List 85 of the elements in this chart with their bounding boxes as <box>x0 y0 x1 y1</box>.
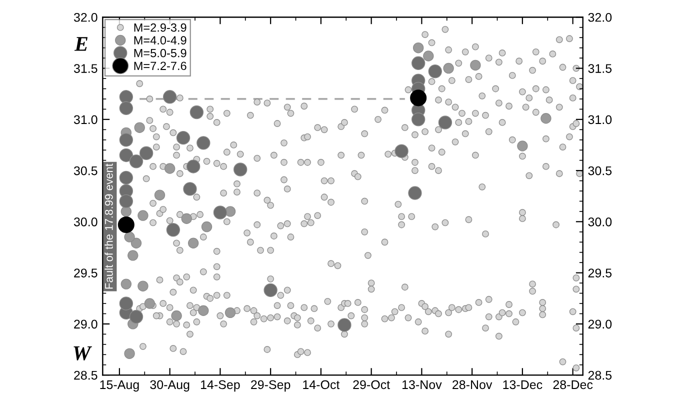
point <box>183 182 197 196</box>
x-tick-label: 15-Aug <box>100 380 139 392</box>
x-tick-label: 28-Nov <box>452 380 492 390</box>
y2-tick-label: 28.5 <box>588 370 612 380</box>
x-tick-label: 30-Aug <box>150 380 190 392</box>
point <box>201 221 212 232</box>
point <box>196 136 210 150</box>
point <box>138 210 148 221</box>
point <box>119 170 134 185</box>
point <box>124 348 135 359</box>
y-tick-label: 31.5 <box>74 64 98 73</box>
point <box>213 206 228 220</box>
legend-label: M=5.0-5.9 <box>134 48 186 58</box>
point <box>408 186 422 200</box>
y-tick-label: 29.5 <box>74 268 98 278</box>
point <box>181 213 192 224</box>
y2-tick-label: 30.5 <box>588 166 612 176</box>
point <box>188 238 199 249</box>
point <box>233 162 248 176</box>
legend-label: M=2.9-3.9 <box>134 23 186 32</box>
y-tick-label: 28.5 <box>74 370 98 380</box>
point <box>176 130 190 145</box>
text: W <box>74 346 92 360</box>
point <box>411 56 426 70</box>
text: E <box>74 37 88 51</box>
y2-tick-label: 31.5 <box>588 64 612 73</box>
y2-tick-label: 31.0 <box>588 115 612 124</box>
point <box>144 298 156 309</box>
point <box>129 154 144 168</box>
x-tick-label: 14-Oct <box>303 380 340 390</box>
point <box>186 160 200 174</box>
point <box>119 296 134 310</box>
y2-tick-label: 30.0 <box>588 217 612 226</box>
point <box>190 105 204 120</box>
point <box>411 112 426 126</box>
point <box>119 194 134 208</box>
point <box>166 222 180 237</box>
point <box>443 62 454 74</box>
y-tick-label: 30.5 <box>74 166 98 176</box>
point <box>164 163 176 174</box>
y2-tick-label: 32.0 <box>588 12 612 22</box>
y-tick-label: 29.0 <box>74 320 98 329</box>
y-tick-label: 30.0 <box>74 217 98 226</box>
point <box>124 232 135 242</box>
point <box>517 140 528 152</box>
point <box>120 278 132 290</box>
point <box>119 148 134 162</box>
point <box>119 90 134 104</box>
point <box>428 64 442 78</box>
point <box>540 113 552 124</box>
point <box>139 146 154 160</box>
point <box>134 122 145 133</box>
legend-label: M=7.2-7.6 <box>134 62 186 70</box>
point <box>129 310 144 324</box>
point <box>264 283 278 298</box>
x-tick-label: 29-Oct <box>353 380 390 390</box>
point <box>119 101 134 116</box>
point <box>119 133 134 147</box>
x-tick-label: 14-Sep <box>201 380 240 392</box>
point <box>118 216 134 234</box>
point <box>171 310 182 322</box>
point <box>224 307 236 318</box>
point <box>138 280 148 292</box>
point <box>412 42 424 54</box>
x-tick-label: 13-Dec <box>503 380 542 390</box>
point <box>338 318 352 332</box>
point <box>438 116 452 130</box>
point <box>154 190 166 200</box>
legend-label: M=4.0-4.9 <box>134 36 186 45</box>
x-tick-label: 29-Sep <box>251 380 290 392</box>
point <box>130 238 142 249</box>
y-tick-label: 31.0 <box>74 115 98 124</box>
point <box>128 250 138 261</box>
point <box>423 50 434 62</box>
point <box>162 90 177 104</box>
point <box>198 305 209 316</box>
y2-tick-label: 29.0 <box>588 320 612 329</box>
point <box>410 90 427 106</box>
x-tick-label: 13-Nov <box>402 380 442 390</box>
annotation: Fault of the 17.8.99 event <box>104 164 113 289</box>
y-tick-label: 32.0 <box>74 12 98 22</box>
point <box>470 60 481 71</box>
y2-tick-label: 29.5 <box>588 268 612 278</box>
x-tick-label: 28-Dec <box>553 380 593 390</box>
point <box>394 144 408 158</box>
